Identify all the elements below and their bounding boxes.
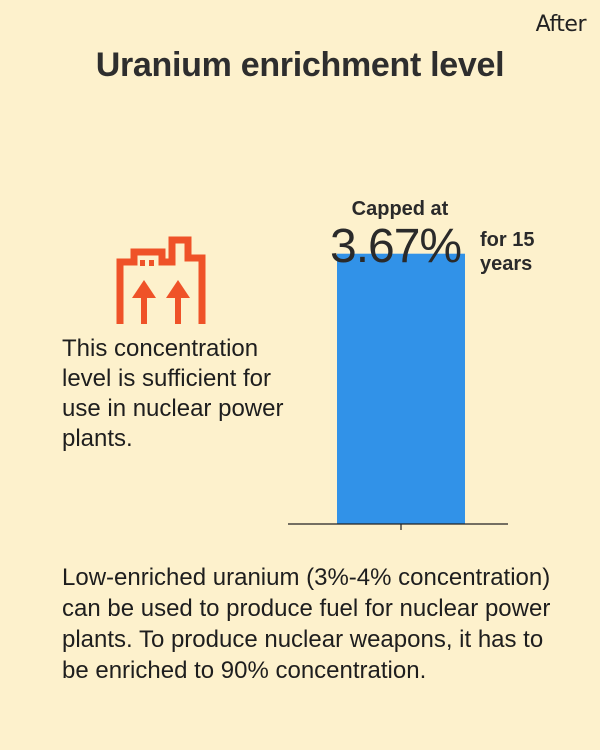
- bar-0: [337, 253, 465, 524]
- bar-annotation-suffix: for 15 years: [480, 229, 535, 275]
- factory-with-up-arrows-icon: [116, 236, 206, 324]
- corner-label: After: [535, 12, 587, 37]
- bar-value-label: 3.67%: [330, 220, 462, 273]
- concentration-note: This concentration level is sufficient f…: [62, 335, 284, 452]
- chart-title: Uranium enrichment level: [95, 46, 505, 84]
- footer-explanation: Low-enriched uranium (3%-4% concentratio…: [62, 564, 551, 684]
- bar-annotation-prefix: Capped at: [351, 198, 449, 220]
